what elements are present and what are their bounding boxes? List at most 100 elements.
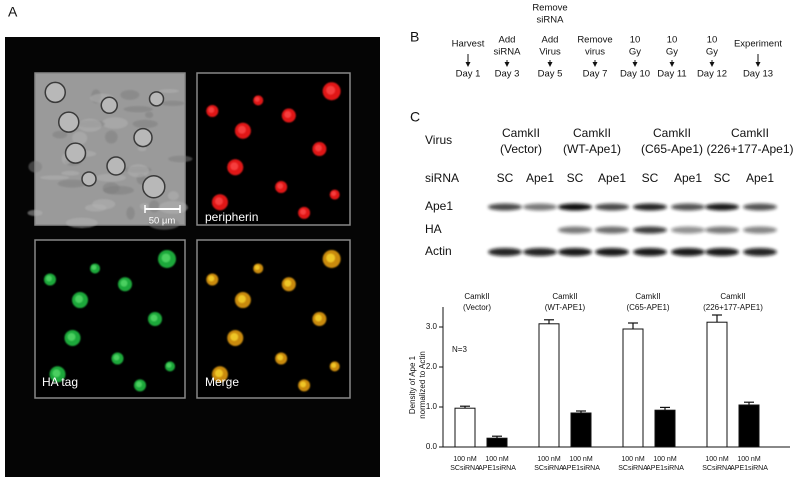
cell-core bbox=[237, 125, 246, 134]
row-label: Virus bbox=[425, 133, 452, 147]
micrograph bbox=[27, 72, 193, 230]
sirna-label: Ape1 bbox=[746, 171, 774, 185]
texture bbox=[57, 179, 87, 188]
y-axis-label: Density of Ape 1 bbox=[408, 355, 417, 414]
band bbox=[558, 248, 592, 256]
cell-core bbox=[230, 162, 239, 171]
micrographs: 50 μm peripherin HA tag Merge bbox=[27, 72, 351, 399]
step-day: Day 12 bbox=[697, 69, 727, 80]
band bbox=[743, 248, 777, 256]
cell-core bbox=[208, 275, 215, 282]
western-blot: Virus siRNA CamkII (Vector) CamkII (WT-Ape1) C… bbox=[425, 126, 794, 258]
bar bbox=[654, 409, 676, 448]
micrograph bbox=[196, 239, 351, 399]
bar bbox=[486, 437, 508, 448]
step-note: siRNA bbox=[537, 15, 565, 26]
x-tick-label: 100 nM bbox=[485, 456, 509, 463]
x-tick-label: SCsiRNA bbox=[618, 465, 648, 472]
y-tick-label: 2.0 bbox=[426, 362, 438, 371]
arrow-head bbox=[632, 62, 638, 67]
cell-core bbox=[208, 107, 215, 113]
texture bbox=[77, 118, 102, 132]
band bbox=[595, 248, 629, 256]
texture bbox=[39, 175, 70, 180]
group-label: (WT-APE1) bbox=[545, 303, 586, 312]
arrow-head bbox=[669, 62, 675, 67]
step-event: Gy bbox=[706, 47, 718, 58]
band bbox=[633, 248, 667, 256]
band bbox=[743, 203, 777, 211]
texture bbox=[132, 119, 158, 129]
sirna-label: SC bbox=[567, 171, 584, 185]
band-label: Actin bbox=[425, 244, 452, 258]
step-event: Add bbox=[542, 35, 559, 46]
cell-core bbox=[326, 253, 336, 263]
texture bbox=[137, 146, 147, 152]
band bbox=[523, 203, 557, 211]
x-tick-label: 100 nM bbox=[621, 456, 645, 463]
cell-core bbox=[91, 264, 97, 270]
step-day: Day 7 bbox=[583, 69, 608, 80]
group-label: (Vector) bbox=[463, 303, 491, 312]
bar bbox=[570, 412, 592, 448]
texture bbox=[102, 182, 120, 194]
texture bbox=[123, 106, 153, 113]
band bbox=[705, 203, 739, 211]
virus-label: (Vector) bbox=[500, 142, 542, 156]
scale-bar-label: 50 μm bbox=[149, 216, 176, 227]
band bbox=[743, 226, 777, 234]
micrograph bbox=[34, 239, 186, 399]
cell-core bbox=[254, 96, 260, 102]
cell-core bbox=[75, 295, 83, 304]
row-label: siRNA bbox=[425, 171, 459, 185]
cell bbox=[44, 81, 66, 104]
cell bbox=[133, 127, 153, 148]
cell bbox=[58, 111, 80, 133]
x-tick-label: APE1siRNA bbox=[478, 465, 516, 472]
virus-label: CamkII bbox=[731, 126, 769, 140]
cell-core bbox=[314, 144, 322, 152]
x-tick-label: SCsiRNA bbox=[534, 465, 564, 472]
panel-c-label: C bbox=[410, 109, 420, 125]
channel-label: Merge bbox=[205, 375, 239, 389]
group-label: CamkII bbox=[464, 292, 489, 301]
texture bbox=[28, 161, 43, 173]
cell-core bbox=[46, 275, 52, 282]
cell-core bbox=[331, 191, 337, 197]
band bbox=[488, 203, 522, 211]
step-day: Day 13 bbox=[743, 69, 773, 80]
step-event: siRNA bbox=[494, 47, 522, 58]
cell-core bbox=[67, 332, 76, 341]
texture bbox=[95, 173, 127, 182]
cell-core bbox=[254, 264, 260, 270]
group-label: CamkII bbox=[552, 292, 577, 301]
cell-core bbox=[326, 85, 336, 95]
band bbox=[558, 226, 592, 234]
y-tick-label: 3.0 bbox=[426, 322, 438, 331]
panel-b-label: B bbox=[410, 29, 419, 45]
y-tick-label: 0.0 bbox=[426, 442, 438, 451]
band-label: Ape1 bbox=[425, 199, 453, 213]
virus-label: CamkII bbox=[502, 126, 540, 140]
cell-core bbox=[230, 332, 239, 341]
step-day: Day 3 bbox=[495, 69, 520, 80]
texture bbox=[148, 200, 160, 213]
step-day: Day 10 bbox=[620, 69, 650, 80]
sirna-label: SC bbox=[497, 171, 514, 185]
step-event: Gy bbox=[629, 47, 641, 58]
micrograph bbox=[196, 72, 351, 226]
step-event: Add bbox=[499, 35, 516, 46]
texture bbox=[126, 206, 135, 220]
bar-chart: 0.0 1.0 2.0 3.0 Density of Ape 1 normalized t… bbox=[408, 292, 790, 472]
arrow-head bbox=[465, 62, 471, 67]
cell-core bbox=[284, 111, 292, 119]
band bbox=[488, 248, 522, 256]
x-tick-label: APE1siRNA bbox=[562, 465, 600, 472]
y-axis-label: normalized to Actin bbox=[418, 351, 427, 419]
step-event: 10 bbox=[707, 35, 718, 46]
band bbox=[705, 226, 739, 234]
cell bbox=[64, 142, 87, 164]
x-tick-label: APE1siRNA bbox=[646, 465, 684, 472]
x-tick-label: 100 nM bbox=[569, 456, 593, 463]
